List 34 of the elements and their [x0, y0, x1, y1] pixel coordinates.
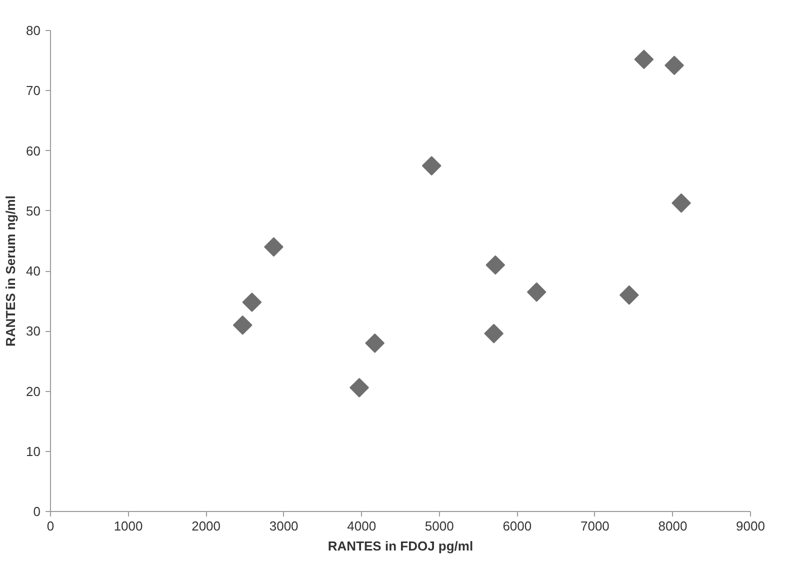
- y-tick-label: 70: [26, 83, 41, 98]
- x-tick-label: 4000: [347, 518, 376, 534]
- point: [526, 282, 546, 302]
- point: [672, 193, 691, 213]
- y-tick-label: 0: [33, 504, 41, 519]
- x-axis-title: RANTES in FDOJ pg/ml: [328, 538, 474, 554]
- y-tick-label: 50: [26, 203, 41, 218]
- point: [619, 285, 639, 305]
- point: [664, 56, 684, 76]
- x-tick-label: 6000: [502, 518, 532, 534]
- y-tick-label: 80: [26, 23, 41, 38]
- y-tick-label: 60: [26, 143, 41, 158]
- x-tick-label: 5000: [424, 518, 454, 534]
- y-tick-label: 40: [26, 264, 41, 278]
- point: [350, 378, 369, 398]
- point: [264, 237, 284, 257]
- y-tick-label: 30: [26, 324, 41, 339]
- x-tick-label: 7000: [580, 518, 610, 534]
- point: [634, 50, 654, 70]
- point: [232, 315, 252, 335]
- point: [242, 292, 262, 312]
- x-tick-label: 0: [46, 518, 54, 534]
- point: [365, 333, 385, 353]
- x-tick-label: 3000: [269, 518, 298, 534]
- x-tick-label: 2000: [192, 518, 221, 534]
- point: [484, 324, 504, 344]
- x-tick-label: 9000: [736, 518, 765, 534]
- x-tick-label: 1000: [114, 518, 143, 534]
- y-tick-label: 20: [26, 384, 41, 399]
- point: [486, 255, 506, 275]
- y-tick-label: 10: [26, 444, 41, 459]
- point: [422, 156, 442, 176]
- y-axis-title: RANTES in Serum ng/ml: [3, 196, 18, 346]
- x-tick-label: 8000: [658, 518, 688, 534]
